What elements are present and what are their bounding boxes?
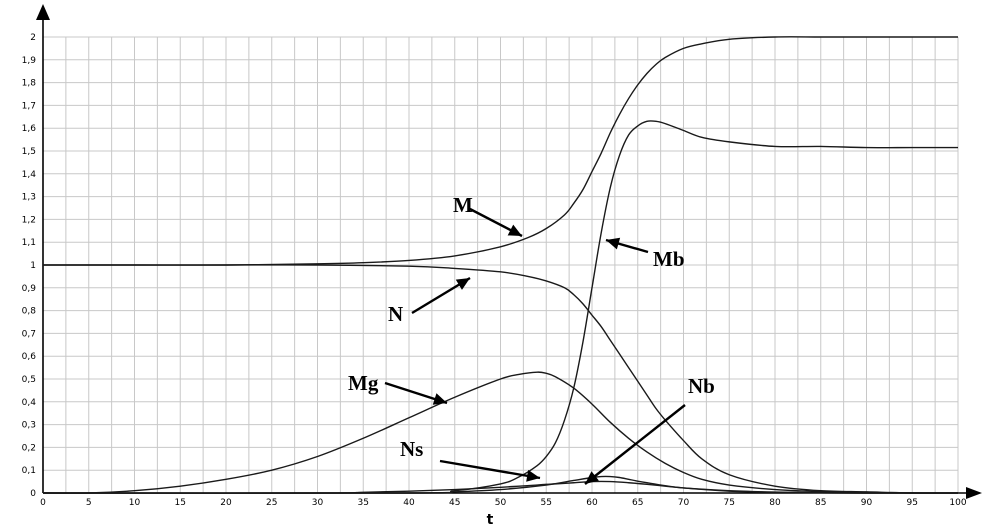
y-tick-label: 2: [30, 33, 36, 43]
x-axis-title: t: [487, 512, 494, 528]
y-tick-label: 1,9: [22, 56, 37, 66]
x-tick-label: 20: [220, 498, 232, 508]
annotation-arrowhead-mb: [606, 237, 621, 250]
x-tick-label: 25: [266, 498, 277, 508]
y-tick-label: 1,4: [22, 170, 37, 180]
x-tick-label: 5: [86, 498, 92, 508]
x-tick-label: 35: [358, 498, 369, 508]
x-tick-label: 65: [632, 498, 643, 508]
x-tick-label: 55: [541, 498, 552, 508]
tick-labels: 0 5 10 15 20 25 30 35 40 45 50 55 60 65 70 75 80 85 90 95 10…: [22, 33, 967, 508]
x-tick-label: 40: [403, 498, 415, 508]
annotation-arrowhead-mg: [432, 393, 447, 405]
y-tick-label: 0,9: [22, 284, 37, 294]
x-tick-label: 100: [949, 498, 966, 508]
y-axis-arrowhead: [36, 4, 50, 20]
y-tick-label: 1,1: [22, 238, 36, 248]
y-tick-label: 0,6: [22, 352, 37, 362]
y-tick-label: 0: [30, 489, 36, 499]
x-tick-label: 95: [907, 498, 918, 508]
annotation-label-ns: Ns: [400, 437, 423, 461]
y-tick-label: 1,8: [22, 79, 37, 89]
series-line-nb: [42, 475, 958, 494]
x-tick-label: 10: [129, 498, 141, 508]
x-tick-label: 15: [175, 498, 186, 508]
x-tick-label: 30: [312, 498, 324, 508]
annotation-label-mb: Mb: [653, 247, 685, 271]
x-tick-label: 60: [586, 498, 598, 508]
x-tick-label: 50: [495, 498, 507, 508]
y-tick-label: 1,7: [22, 101, 36, 111]
annotations: M Mb N Mg Nb Ns: [348, 193, 715, 485]
series-curves: [42, 36, 959, 494]
y-tick-label: 0,7: [22, 329, 36, 339]
x-tick-label: 85: [815, 498, 826, 508]
y-tick-label: 0,3: [22, 421, 36, 431]
y-tick-label: 0,5: [22, 375, 36, 385]
annotation-arrowhead-n: [455, 278, 470, 290]
x-tick-label: 70: [678, 498, 690, 508]
y-tick-label: 1,2: [22, 215, 36, 225]
x-tick-label: 45: [449, 498, 460, 508]
x-tick-label: 0: [40, 498, 46, 508]
annotation-arrowhead-m: [507, 224, 522, 236]
series-line-m: [42, 36, 958, 266]
annotation-label-n: N: [388, 302, 403, 326]
y-tick-label: 1,5: [22, 147, 36, 157]
annotation-arrow-nb: [584, 404, 686, 485]
x-tick-label: 80: [769, 498, 781, 508]
annotation-label-nb: Nb: [688, 374, 715, 398]
annotation-arrowhead-nb: [585, 471, 599, 484]
y-tick-label: 0,4: [22, 398, 37, 408]
y-tick-label: 1,3: [22, 193, 36, 203]
annotation-arrow-ns: [439, 459, 541, 480]
series-line-mg: [42, 371, 959, 494]
x-tick-label: 90: [861, 498, 873, 508]
x-tick-label: 75: [724, 498, 735, 508]
y-tick-label: 0,2: [22, 443, 36, 453]
y-tick-label: 1,6: [22, 124, 37, 134]
x-axis-arrowhead: [966, 487, 982, 499]
annotation-arrowhead-ns: [526, 469, 540, 482]
annotation-label-m: M: [453, 193, 473, 217]
series-line-n: [42, 264, 959, 494]
series-line-mb: [42, 120, 959, 494]
annotation-label-mg: Mg: [348, 371, 379, 395]
y-tick-label: 0,1: [22, 466, 36, 476]
y-tick-label: 1: [30, 261, 36, 271]
y-tick-label: 0,8: [22, 307, 37, 317]
